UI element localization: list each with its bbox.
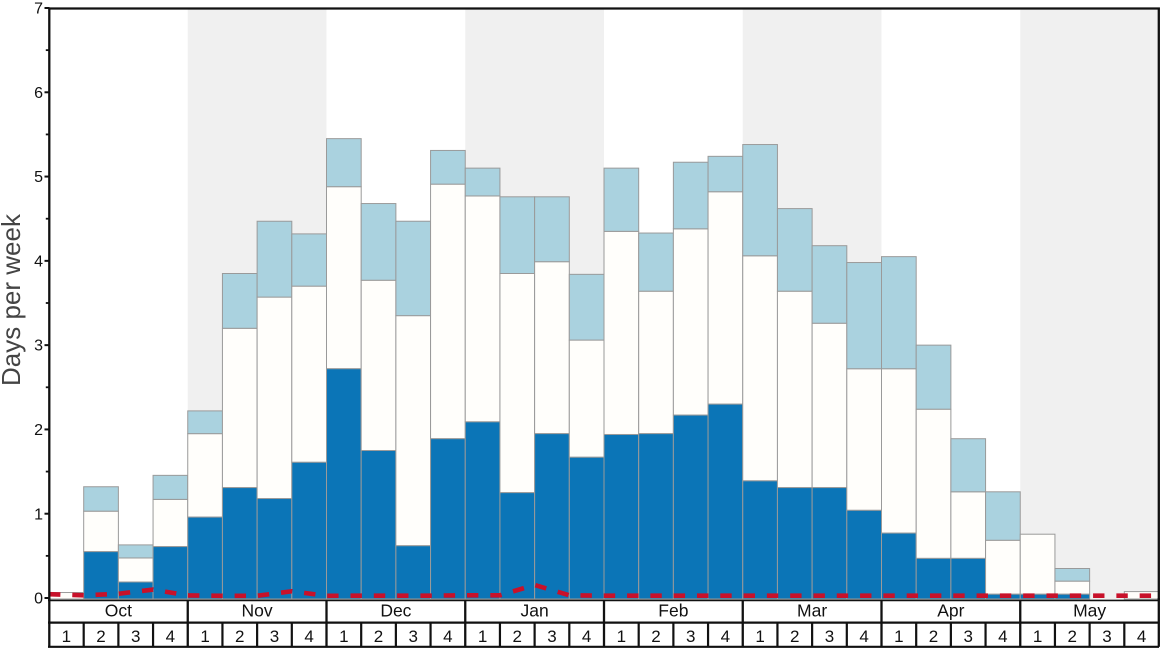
svg-text:4: 4 bbox=[721, 627, 730, 646]
svg-text:5: 5 bbox=[34, 169, 43, 186]
svg-text:May: May bbox=[1073, 600, 1106, 620]
svg-text:0: 0 bbox=[34, 591, 43, 608]
svg-text:3: 3 bbox=[963, 627, 972, 646]
svg-text:2: 2 bbox=[929, 627, 938, 646]
svg-text:Dec: Dec bbox=[380, 600, 411, 620]
svg-text:1: 1 bbox=[200, 627, 209, 646]
svg-text:Mar: Mar bbox=[797, 600, 827, 620]
svg-text:3: 3 bbox=[686, 627, 695, 646]
svg-text:4: 4 bbox=[859, 627, 868, 646]
svg-text:1: 1 bbox=[894, 627, 903, 646]
svg-text:4: 4 bbox=[582, 627, 591, 646]
svg-text:2: 2 bbox=[651, 627, 660, 646]
svg-text:2: 2 bbox=[513, 627, 522, 646]
svg-text:Apr: Apr bbox=[937, 600, 964, 620]
svg-text:4: 4 bbox=[166, 627, 175, 646]
svg-text:Days per week: Days per week bbox=[0, 213, 26, 386]
svg-text:2: 2 bbox=[1068, 627, 1077, 646]
svg-text:6: 6 bbox=[34, 85, 43, 102]
svg-text:2: 2 bbox=[34, 422, 43, 439]
svg-text:7: 7 bbox=[34, 1, 43, 18]
svg-text:3: 3 bbox=[547, 627, 556, 646]
svg-text:4: 4 bbox=[998, 627, 1007, 646]
svg-text:3: 3 bbox=[408, 627, 417, 646]
svg-text:1: 1 bbox=[34, 506, 43, 523]
svg-text:4: 4 bbox=[304, 627, 313, 646]
svg-text:1: 1 bbox=[339, 627, 348, 646]
svg-text:2: 2 bbox=[96, 627, 105, 646]
svg-text:3: 3 bbox=[131, 627, 140, 646]
svg-text:Oct: Oct bbox=[105, 600, 132, 620]
svg-text:2: 2 bbox=[235, 627, 244, 646]
svg-text:1: 1 bbox=[62, 627, 71, 646]
svg-text:4: 4 bbox=[34, 253, 43, 270]
svg-text:3: 3 bbox=[34, 338, 43, 355]
svg-text:3: 3 bbox=[825, 627, 834, 646]
svg-text:3: 3 bbox=[270, 627, 279, 646]
svg-text:4: 4 bbox=[1137, 627, 1146, 646]
svg-text:Jan: Jan bbox=[521, 600, 549, 620]
svg-text:1: 1 bbox=[617, 627, 626, 646]
svg-text:2: 2 bbox=[374, 627, 383, 646]
svg-text:4: 4 bbox=[443, 627, 452, 646]
svg-text:1: 1 bbox=[478, 627, 487, 646]
svg-text:1: 1 bbox=[1033, 627, 1042, 646]
svg-text:2: 2 bbox=[790, 627, 799, 646]
svg-text:1: 1 bbox=[755, 627, 764, 646]
svg-text:3: 3 bbox=[1102, 627, 1111, 646]
svg-text:Feb: Feb bbox=[658, 600, 688, 620]
svg-text:Nov: Nov bbox=[242, 600, 273, 620]
